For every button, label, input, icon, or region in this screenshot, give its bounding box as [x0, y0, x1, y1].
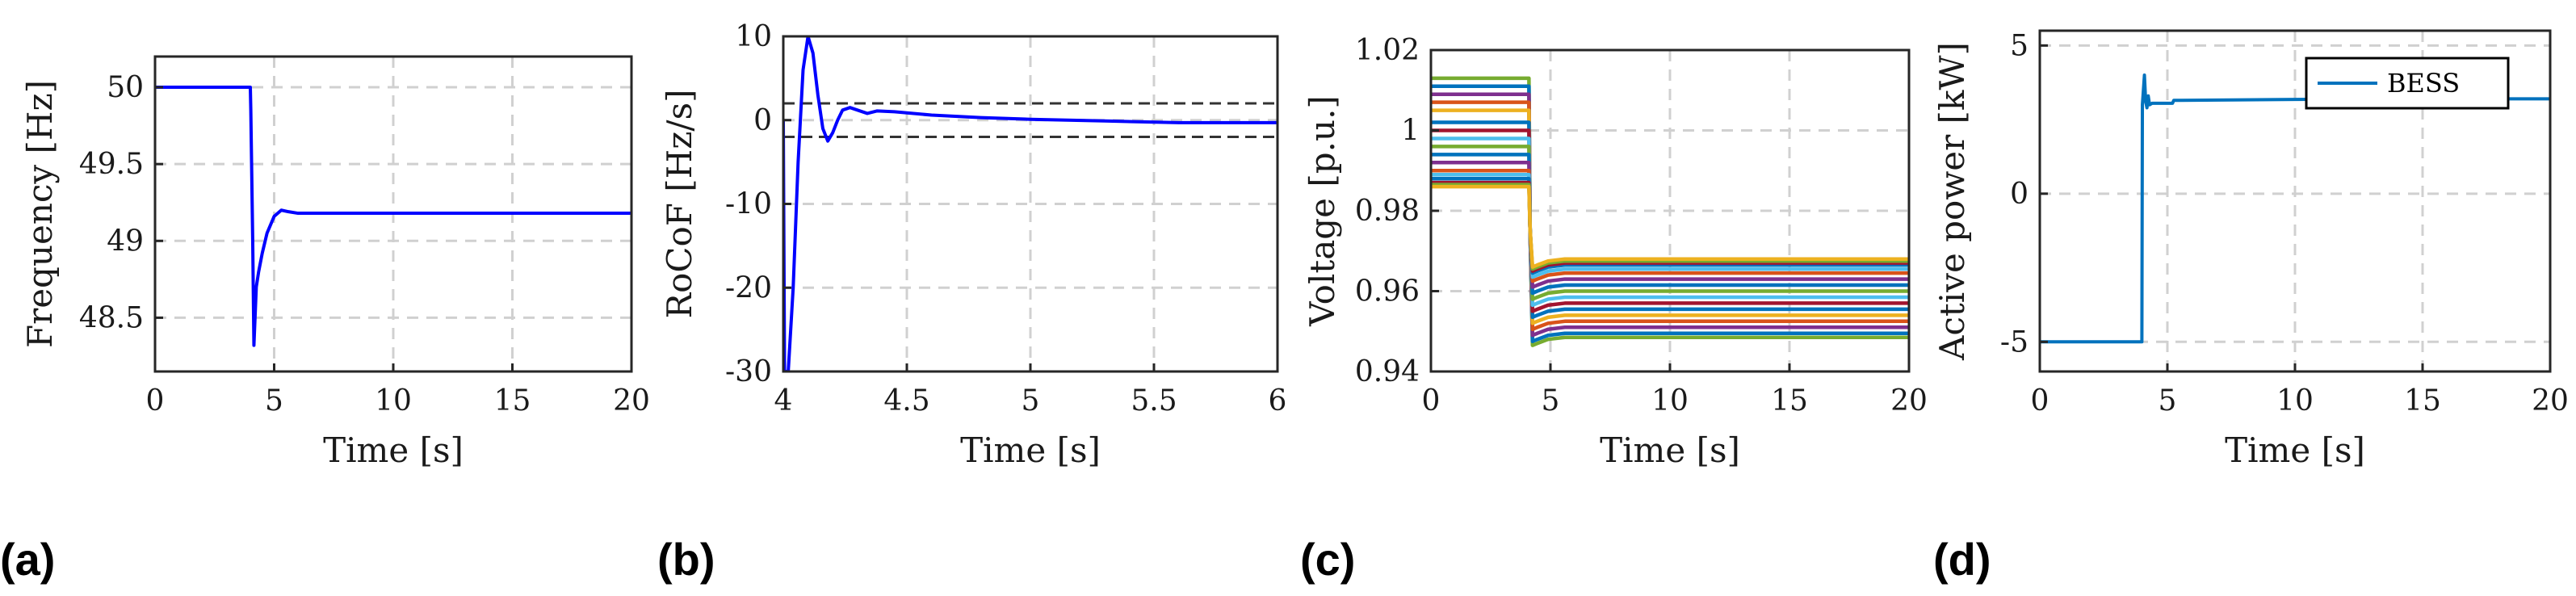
panel-d-ylabel: Active power [kW] [1932, 42, 1972, 361]
x-tick-label: 5 [1542, 384, 1560, 418]
y-tick-label: 0.94 [1355, 355, 1420, 388]
panel-a-xlabel: Time [s] [323, 430, 464, 470]
y-tick-label: 0.98 [1355, 195, 1420, 228]
y-tick-label: 1 [1401, 115, 1420, 148]
x-tick-label: 5 [1022, 384, 1040, 418]
x-tick-label: 10 [2276, 384, 2314, 418]
y-tick-label: -20 [725, 271, 772, 304]
legend-label-bess: BESS [2387, 68, 2460, 99]
x-tick-label: 20 [613, 384, 650, 418]
x-tick-label: 20 [1890, 384, 1928, 418]
panel-c-label: (c) [1300, 534, 1355, 585]
y-tick-label: -10 [725, 188, 772, 221]
y-tick-label: 49.5 [79, 148, 144, 181]
panel-a-ylabel: Frequency [Hz] [20, 80, 60, 348]
y-tick-label: -30 [725, 355, 772, 388]
panel-a-frequency: 0 5 10 15 20 48.5 49 49.5 50 Time [s] Frequency… [0, 55, 650, 585]
panel-b-rocof: 4 4.5 5 5.5 6 -30 -20 -10 0 10 Time [s] RoCoF [H… [657, 20, 1286, 585]
panel-d-legend: BESS [2305, 57, 2510, 110]
x-tick-label: 10 [1651, 384, 1689, 418]
x-tick-label: 20 [2532, 384, 2569, 418]
y-tick-label: 5 [2010, 29, 2028, 62]
panel-b-ylabel: RoCoF [Hz/s] [660, 89, 699, 318]
x-tick-label: 5.5 [1131, 384, 1177, 418]
y-tick-label: 0.96 [1355, 275, 1420, 308]
y-tick-label: 0 [2010, 178, 2028, 211]
series-line-bus17 [1431, 184, 1909, 269]
series-line-RoCoF [783, 36, 1278, 371]
panel-b-label: (b) [657, 534, 715, 585]
x-tick-label: 6 [1269, 384, 1287, 418]
y-tick-label: 1.02 [1355, 34, 1420, 67]
y-tick-label: 0 [753, 104, 772, 137]
x-tick-label: 10 [375, 384, 412, 418]
panel-d-xlabel: Time [s] [2225, 430, 2365, 470]
panel-c-ylabel: Voltage [p.u.] [1303, 95, 1342, 327]
series-line-frequency [155, 86, 631, 347]
x-tick-label: 15 [2404, 384, 2441, 418]
panel-a-label: (a) [0, 534, 55, 585]
panel-d-active-power: 0 5 10 15 20 -505 BESS Time [s] Active power… [1932, 29, 2569, 585]
x-tick-label: 0 [2031, 384, 2049, 418]
x-tick-label: 15 [494, 384, 531, 418]
panel-d-label: (d) [1933, 534, 1991, 585]
panel-c-xlabel: Time [s] [1600, 430, 1740, 470]
y-tick-label: 48.5 [79, 301, 144, 334]
panel-b-xlabel: Time [s] [960, 430, 1101, 470]
x-tick-label: 0 [146, 384, 165, 418]
y-tick-label: -5 [2000, 325, 2028, 359]
x-tick-label: 4.5 [883, 384, 929, 418]
panel-b-axes-frame [782, 35, 1279, 373]
series-line-BESS [2040, 73, 2550, 344]
x-tick-label: 0 [1422, 384, 1441, 418]
y-tick-label: 50 [107, 71, 144, 104]
x-tick-label: 15 [1771, 384, 1808, 418]
y-tick-label: 10 [735, 20, 772, 53]
x-tick-label: 5 [265, 384, 283, 418]
x-tick-label: 5 [2159, 384, 2177, 418]
x-tick-label: 4 [774, 384, 793, 418]
panel-c-voltage: 0 5 10 15 20 0.94 0.96 0.98 1 1.02 Time [s] Volt… [1300, 34, 1928, 585]
y-tick-label: 49 [107, 225, 144, 258]
